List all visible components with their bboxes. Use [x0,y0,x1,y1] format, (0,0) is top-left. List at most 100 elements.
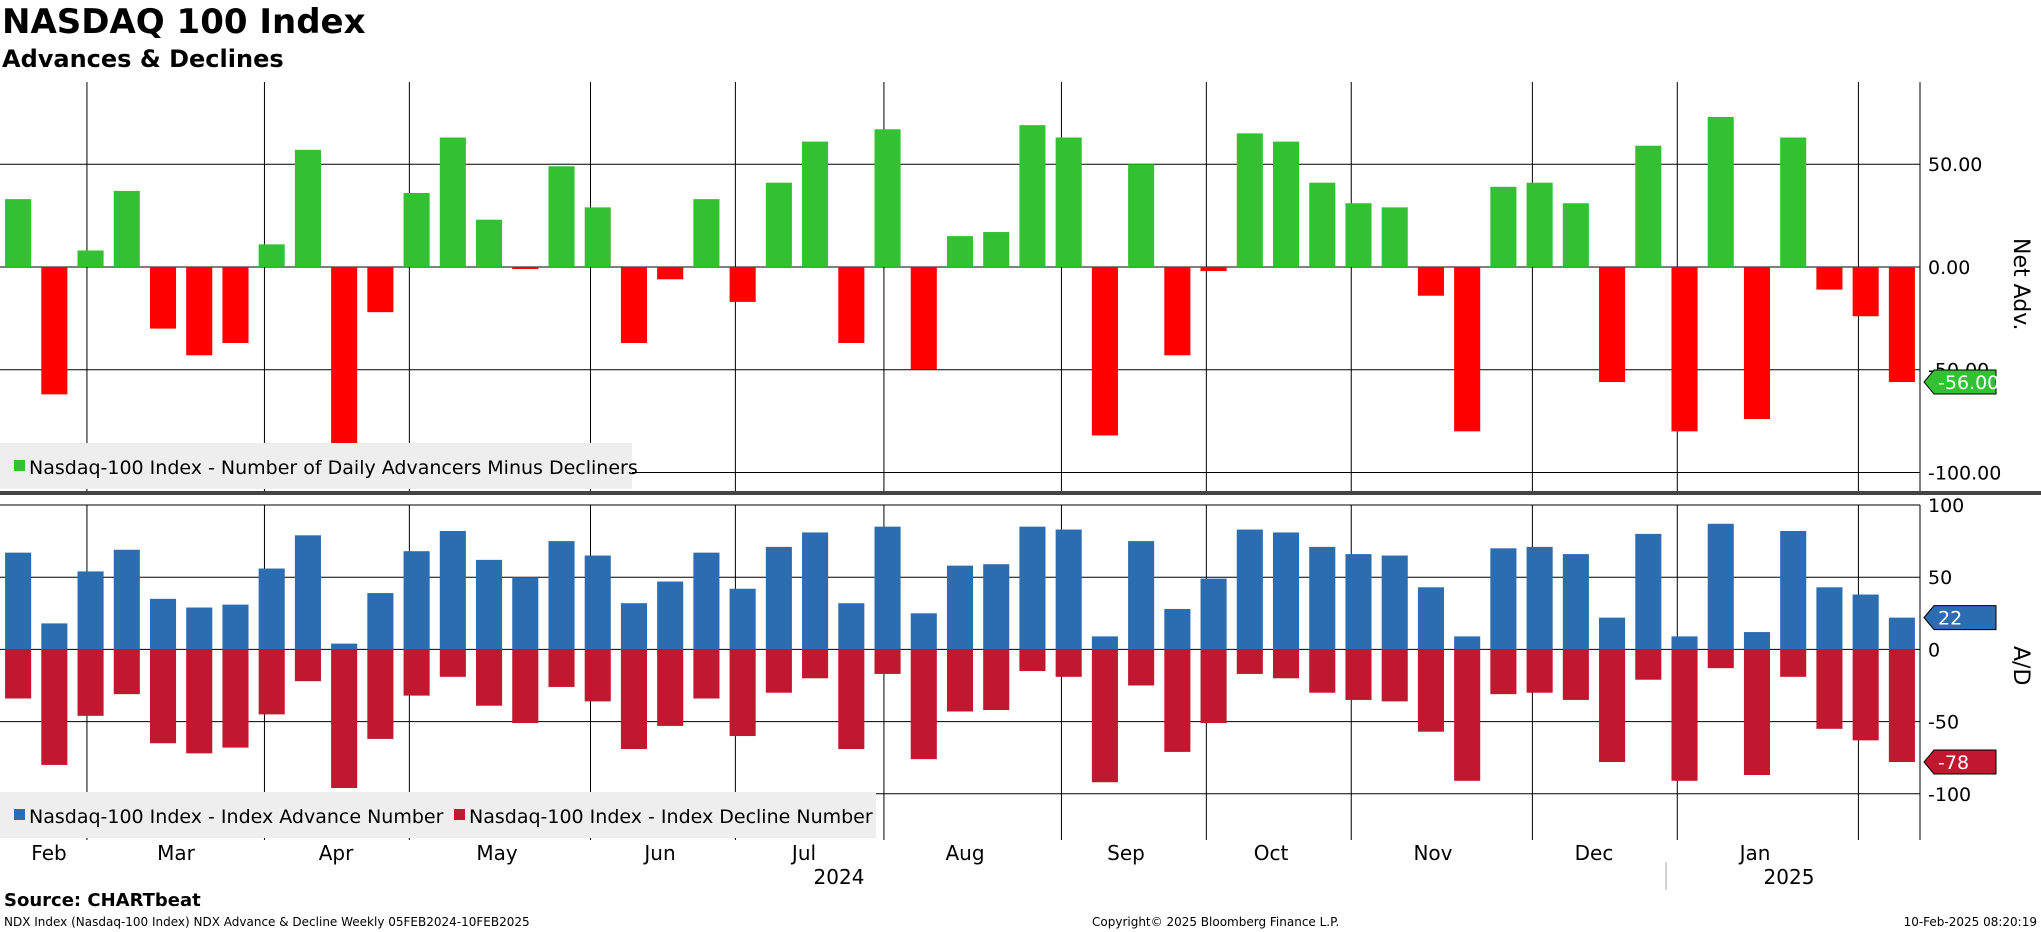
top-legend-label: Nasdaq-100 Index - Number of Daily Advan… [29,457,638,479]
net-adv-bar [331,266,358,457]
net-adv-bar [1309,182,1336,267]
net-adv-bar [186,266,213,356]
x-month-label: Dec [1575,841,1614,865]
bottom-ytick-label: -100 [1928,784,1971,806]
net-adv-bar [1417,266,1444,296]
decline-bar [476,649,503,706]
advance-bar [1055,529,1082,650]
net-adv-bar [1888,266,1915,383]
net-adv-bar [1526,182,1553,267]
decline-bar [1200,649,1227,724]
net-adv-bar [1707,116,1734,267]
decline-bar [1526,649,1553,693]
advance-bar [1309,546,1336,650]
bottom-legend-swatch-advance [14,809,25,820]
decline-bar [1888,649,1915,763]
decline-bar [1780,649,1807,677]
net-adv-bar [476,219,503,267]
advance-last-value-tag-label: 22 [1938,608,1962,630]
net-adv-bar [1272,141,1300,267]
advance-bar [729,588,756,650]
advance-bar [1888,617,1915,650]
advance-bar [149,598,177,650]
net-adv-bar [258,244,285,267]
bottom-ytick-label: 100 [1928,495,1964,517]
decline-bar [874,649,901,674]
bottom-legend-box [0,792,876,838]
net-adv-bar [77,250,104,267]
advance-bar [1200,578,1227,650]
net-adv-bar [41,266,68,395]
decline-bar [1309,649,1336,693]
advance-bar [5,552,32,650]
top-ytick-label: 0.00 [1928,257,1970,279]
decline-bar [77,649,104,716]
net-adv-bar [1743,266,1771,420]
decline-bar [222,649,249,748]
x-month-label: May [476,841,518,865]
advance-bar [1562,554,1589,650]
decline-bar [258,649,285,715]
decline-bar [1055,649,1082,677]
net-adv-bar [1780,137,1807,267]
net-adv-last-value-tag-label: -56.00 [1938,372,1999,394]
advance-bar [548,541,575,650]
bottom-ytick-label: 0 [1928,639,1940,661]
decline-bar [1852,649,1879,741]
net-adv-bar [548,166,575,267]
net-adv-bar [693,199,720,267]
net-adv-bar [983,232,1010,267]
decline-bar [1236,649,1263,674]
net-adv-bar [874,129,901,267]
net-adv-bar [1091,266,1118,436]
decline-bar [765,649,792,693]
advance-bar [41,623,68,650]
top-axis-title: Net Adv. [2008,238,2033,331]
net-adv-bar [1128,164,1155,267]
decline-bar [802,649,829,679]
top-ytick-label: 50.00 [1928,154,1982,176]
decline-bar [113,649,140,695]
advance-bar [1091,636,1118,650]
decline-bar [512,649,539,724]
decline-bar [1345,649,1372,700]
decline-last-value-tag-label: -78 [1938,752,1969,774]
decline-bar [186,649,213,754]
advance-bar [294,535,321,650]
x-month-label: Jan [1738,841,1771,865]
decline-bar [620,649,648,750]
decline-bar [41,649,68,765]
decline-bar [367,649,394,739]
net-adv-bar [838,266,865,343]
decline-bar [1381,649,1408,702]
decline-bar [1091,649,1118,783]
top-legend-swatch [14,460,25,471]
x-month-label: Aug [945,841,984,865]
decline-last-value-tag [1923,749,1997,775]
decline-bar [1417,649,1444,732]
advance-bar [77,571,104,650]
advance-bar [838,603,865,650]
advance-bar [657,581,684,650]
decline-bar [729,649,756,737]
net-adv-bar [1635,145,1662,267]
advance-bar [113,549,140,650]
advance-bar [186,607,213,650]
decline-bar [1816,649,1843,729]
advance-bar [1599,617,1626,650]
net-adv-bar [1454,266,1481,432]
chart-title: NASDAQ 100 Index [2,2,366,42]
decline-bar [1599,649,1626,763]
net-adv-bar [1852,266,1879,317]
decline-bar [1272,649,1300,679]
decline-bar [1128,649,1155,686]
x-month-label: Oct [1254,841,1289,865]
x-month-label: Mar [157,841,196,865]
advance-bar [983,564,1010,650]
top-legend-box [0,443,632,489]
decline-bar [5,649,32,699]
advance-bar [1019,526,1046,650]
x-month-label: Jul [790,841,816,865]
decline-bar [1635,649,1662,680]
decline-bar [1562,649,1589,700]
